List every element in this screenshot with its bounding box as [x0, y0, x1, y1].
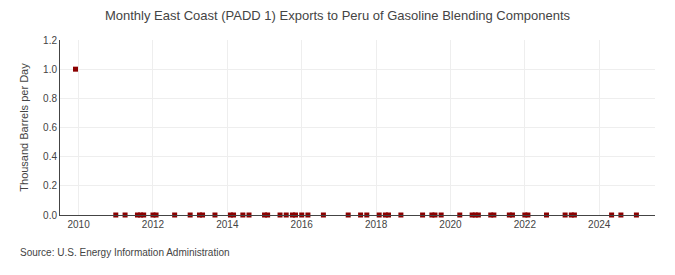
svg-text:2016: 2016: [291, 219, 314, 230]
svg-text:1.2: 1.2: [43, 35, 57, 46]
svg-text:1.0: 1.0: [43, 64, 57, 75]
svg-text:0.2: 0.2: [43, 180, 57, 191]
svg-text:Monthly East Coast (PADD 1) Ex: Monthly East Coast (PADD 1) Exports to P…: [105, 8, 571, 23]
svg-text:Source: U.S. Energy Informatio: Source: U.S. Energy Information Administ…: [20, 247, 230, 258]
svg-text:2022: 2022: [514, 219, 537, 230]
svg-text:2012: 2012: [142, 219, 165, 230]
svg-text:Thousand Barrels per Day: Thousand Barrels per Day: [18, 63, 30, 192]
svg-text:2010: 2010: [67, 219, 90, 230]
svg-text:0.0: 0.0: [43, 210, 57, 221]
svg-text:0.4: 0.4: [43, 151, 57, 162]
svg-text:2024: 2024: [588, 219, 611, 230]
svg-text:2020: 2020: [439, 219, 462, 230]
svg-text:2014: 2014: [216, 219, 239, 230]
svg-text:2018: 2018: [365, 219, 388, 230]
svg-text:0.6: 0.6: [43, 122, 57, 133]
svg-text:0.8: 0.8: [43, 93, 57, 104]
